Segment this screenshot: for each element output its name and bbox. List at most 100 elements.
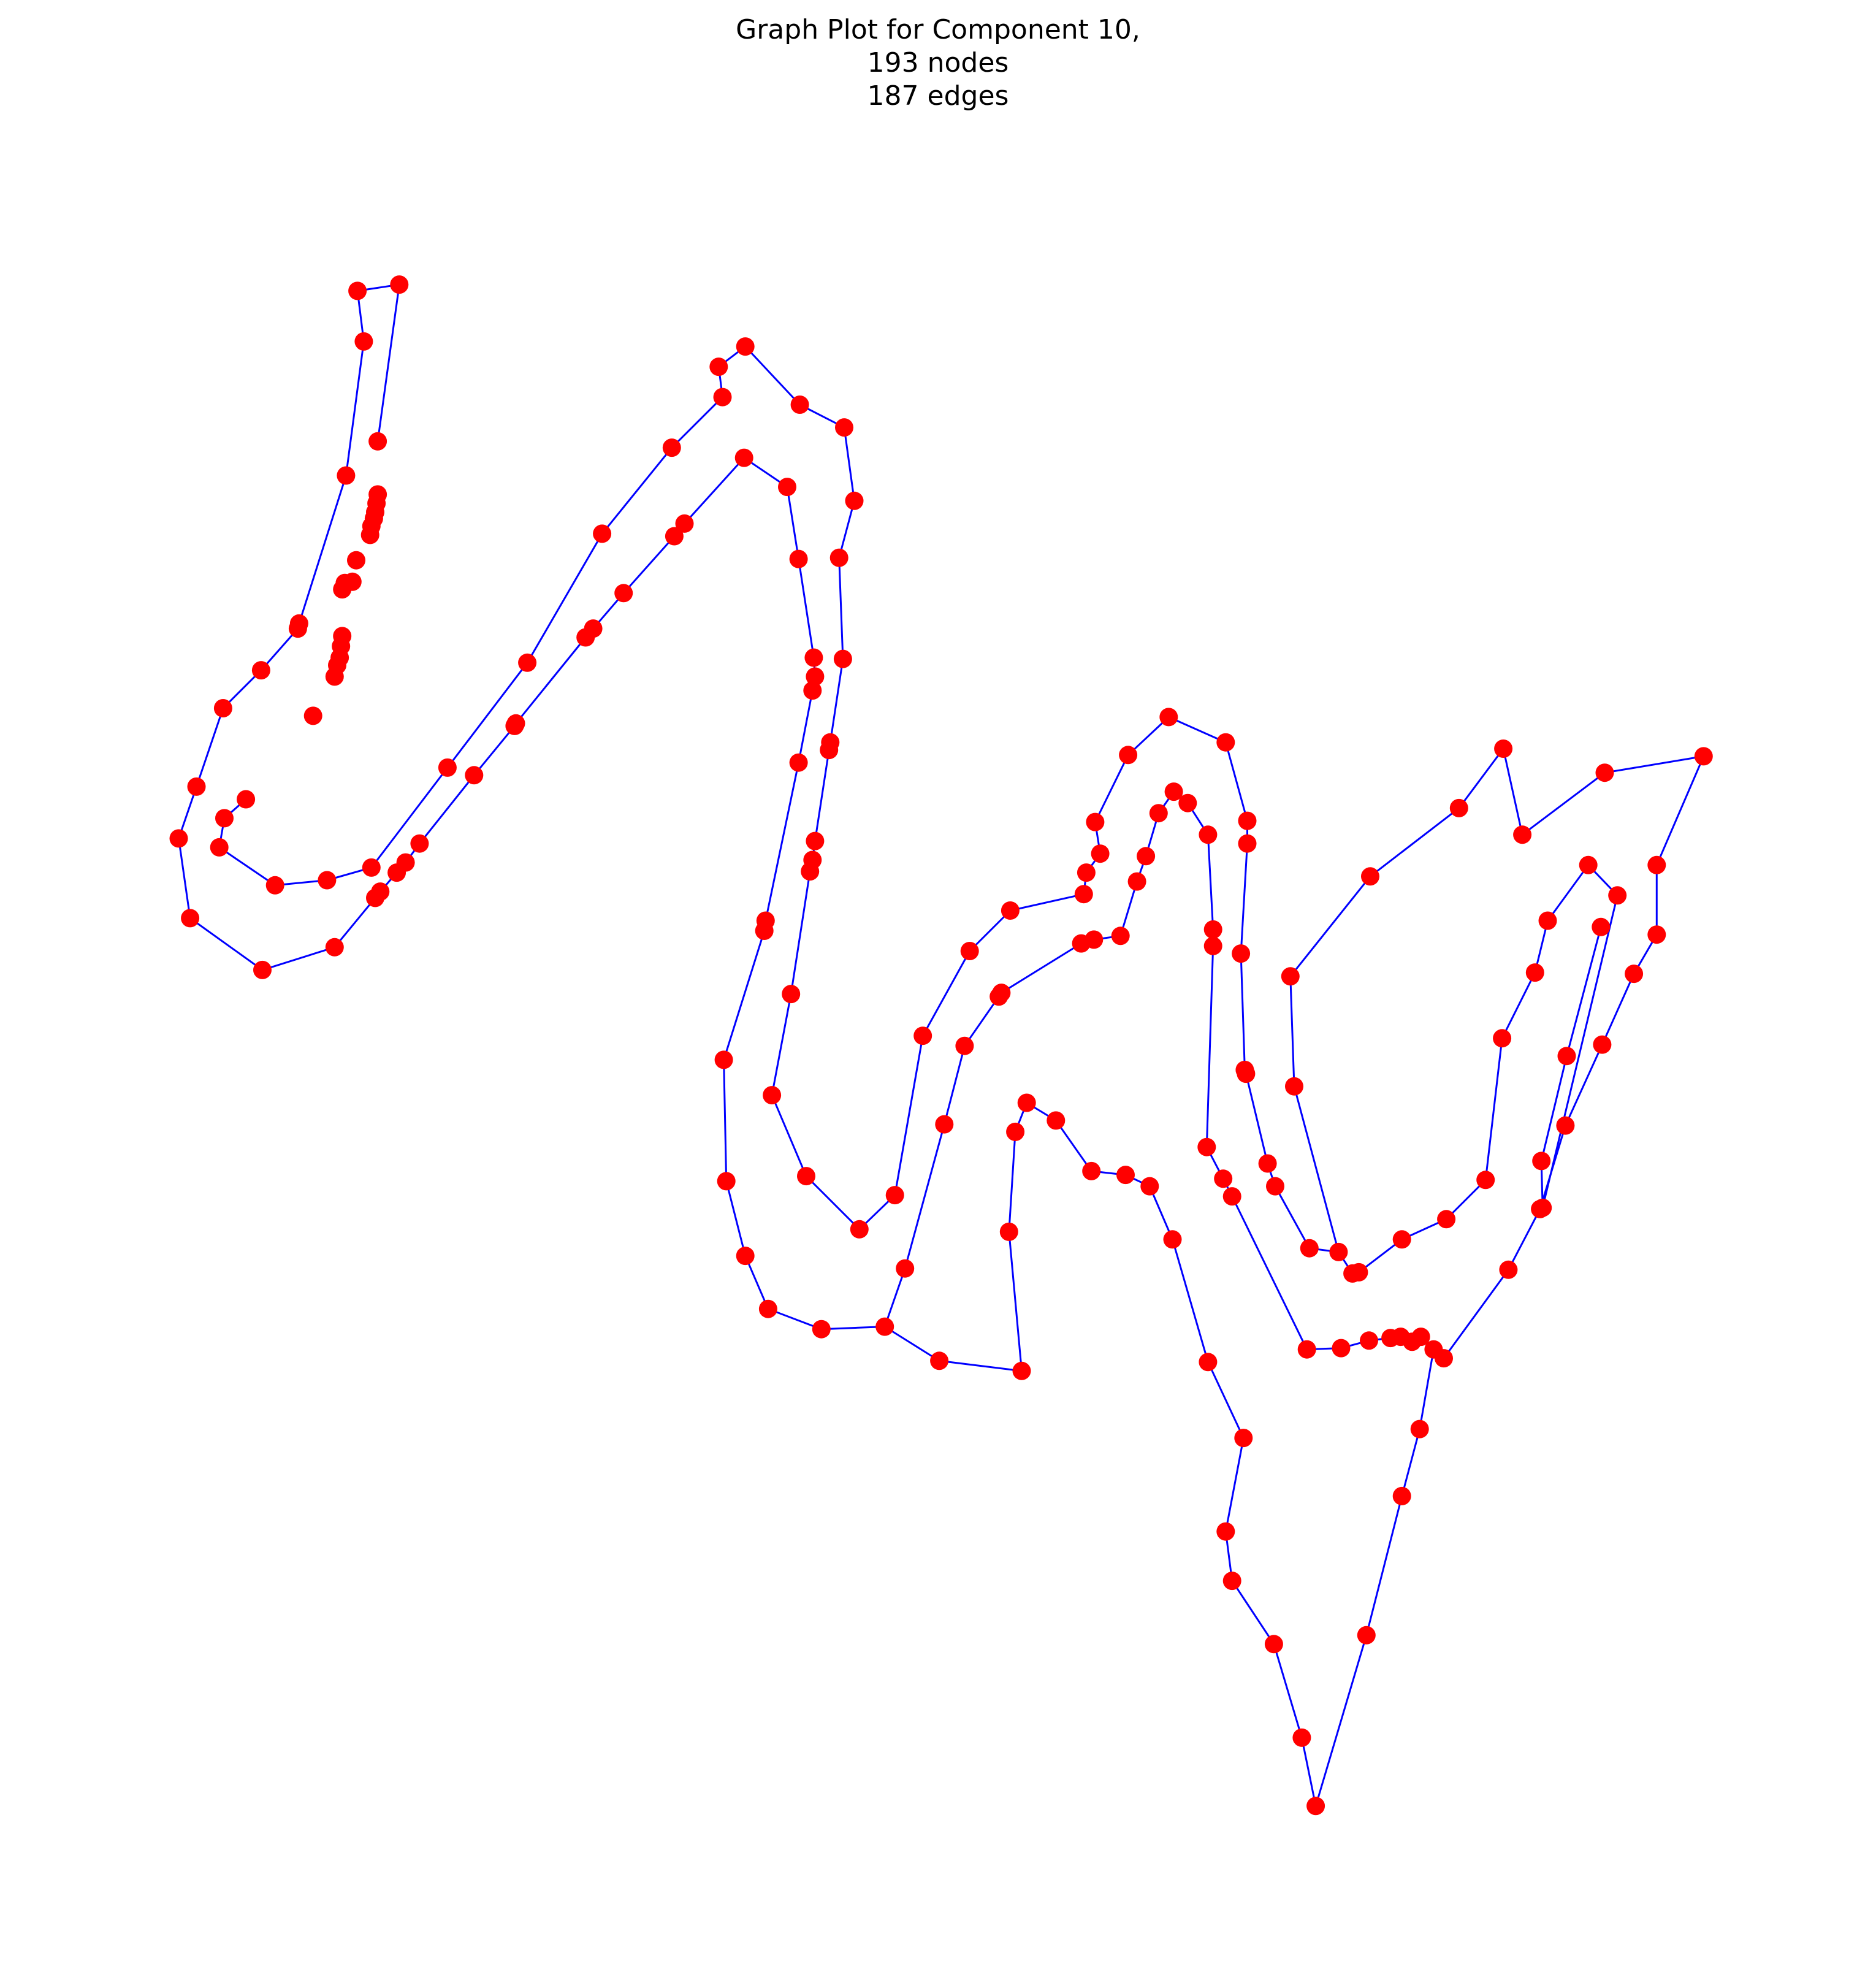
graph-node: [1074, 885, 1093, 904]
graph-node: [736, 337, 755, 356]
graph-node: [675, 514, 694, 533]
graph-edge: [768, 1308, 822, 1331]
title-line-1: Graph Plot for Component 10,: [736, 14, 1140, 45]
graph-node: [789, 753, 808, 772]
graph-node: [806, 667, 825, 686]
graph-node: [1258, 1154, 1277, 1173]
graph-node: [1285, 1077, 1303, 1096]
graph-node: [1119, 746, 1138, 765]
title-line-2: 193 nodes: [867, 47, 1009, 78]
graph-node: [1164, 782, 1183, 801]
graph-node: [1086, 812, 1105, 831]
graph-edge: [1207, 1361, 1245, 1439]
graph-node: [465, 766, 484, 785]
graph-node: [758, 1299, 777, 1318]
graph-node: [1625, 965, 1644, 984]
graph-node: [662, 438, 681, 457]
graph-node: [318, 871, 337, 890]
graph-edge: [1245, 1073, 1269, 1164]
graph-node: [1116, 1166, 1135, 1185]
graph-node: [348, 281, 367, 300]
graph-edge: [419, 774, 475, 844]
graph-edge: [515, 636, 587, 724]
graph-node: [1214, 1169, 1233, 1188]
graph-node: [736, 1247, 755, 1266]
graph-node: [1001, 901, 1020, 920]
graph-node: [1163, 1230, 1182, 1249]
graph-node: [362, 858, 381, 877]
graph-edge: [1273, 1643, 1303, 1738]
graph-node: [1392, 1230, 1411, 1249]
graph-edge: [921, 950, 971, 1036]
graph-edge: [838, 500, 855, 558]
graph-node: [1012, 1361, 1031, 1380]
graph-node: [782, 985, 801, 1004]
graph-edge: [1008, 1231, 1023, 1371]
graph-node: [237, 790, 256, 809]
graph-node: [1329, 1242, 1348, 1261]
graph-edge: [744, 1255, 769, 1310]
graph-edge: [178, 838, 191, 919]
graph-edge: [260, 628, 299, 671]
graph-edge: [1293, 1086, 1340, 1253]
graph-edge: [370, 766, 449, 868]
graph-node: [265, 876, 284, 895]
graph-node: [789, 549, 808, 568]
graph-node: [845, 491, 864, 510]
title-line-3: 187 edges: [867, 80, 1009, 112]
graph-edge: [1224, 1437, 1245, 1532]
graph-node: [1513, 825, 1532, 844]
graph-node: [1234, 1429, 1253, 1448]
graph-node: [804, 648, 823, 667]
graph-edge: [1148, 1186, 1173, 1240]
graph-node: [1264, 1635, 1283, 1654]
graph-edge: [1008, 1131, 1016, 1232]
graph-node: [1694, 747, 1713, 766]
graph-node: [955, 1036, 974, 1055]
graph-node: [763, 1086, 782, 1105]
graph-edge: [798, 559, 815, 658]
graph-node: [1238, 811, 1257, 830]
graph-node: [215, 809, 234, 828]
graph-node: [999, 1222, 1018, 1241]
graph-node: [1392, 1486, 1411, 1505]
graph-edge: [821, 1326, 885, 1331]
graph-edge: [1094, 754, 1129, 823]
graph-node: [303, 706, 322, 725]
graph-edge: [964, 996, 1000, 1047]
graph-node: [709, 357, 728, 376]
graph-edge: [298, 475, 347, 624]
graph-edge: [1501, 972, 1536, 1039]
graph-node: [325, 667, 344, 686]
graph-edge: [1207, 835, 1214, 930]
graph-node: [1525, 963, 1544, 982]
graph-node: [1332, 1339, 1351, 1358]
graph-node: [1579, 855, 1598, 874]
graph-node: [875, 1317, 894, 1336]
graph-node: [1593, 1035, 1612, 1054]
graph-node: [1306, 1797, 1325, 1816]
graph-edge: [723, 1060, 728, 1182]
graph-node: [288, 619, 307, 638]
graph-node: [1222, 1187, 1241, 1206]
graph-node: [1493, 1029, 1512, 1048]
graph-node: [835, 418, 853, 437]
graph-edge: [894, 1035, 924, 1196]
graph-node: [1557, 1047, 1576, 1066]
graph-node: [806, 831, 825, 850]
graph-edge: [829, 659, 844, 743]
graph-node: [1281, 967, 1300, 986]
graph-edge: [814, 749, 830, 841]
graph-edge: [771, 1095, 807, 1177]
graph-node: [251, 661, 270, 680]
graph-node: [518, 653, 537, 672]
graph-node: [1476, 1171, 1495, 1190]
graph-node: [833, 649, 852, 668]
graph-edge: [1604, 755, 1704, 774]
graph-edge: [1370, 807, 1460, 877]
graph-node: [935, 1115, 954, 1134]
graph-node: [790, 395, 809, 414]
graph-node: [885, 1186, 904, 1205]
graph-edge: [684, 457, 745, 524]
graph-edge: [1289, 876, 1371, 977]
